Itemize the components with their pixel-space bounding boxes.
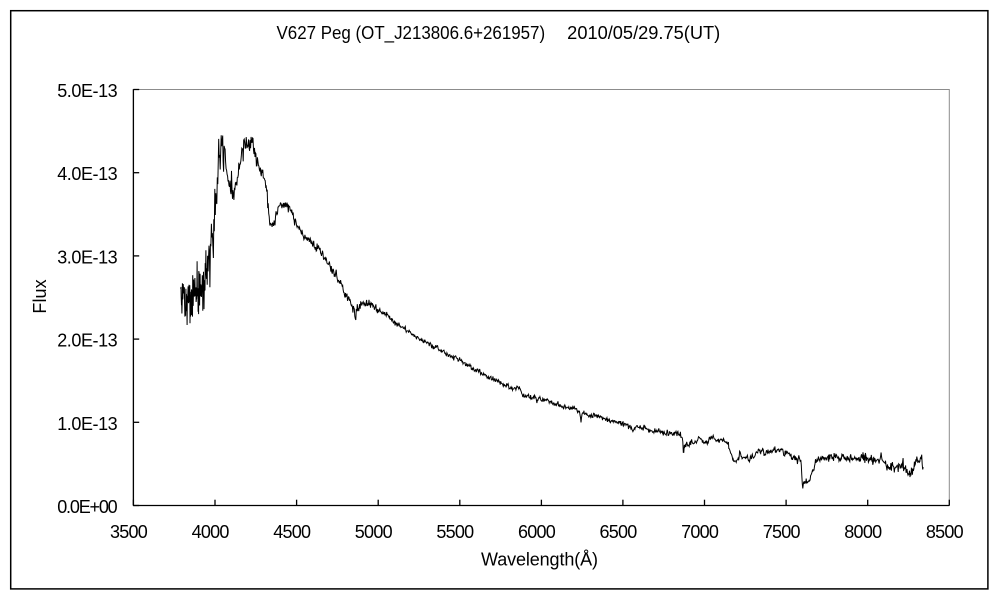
svg-text:3.0E-13: 3.0E-13 xyxy=(57,247,118,267)
svg-text:7500: 7500 xyxy=(763,522,801,542)
svg-text:4500: 4500 xyxy=(273,522,311,542)
svg-text:1.0E-13: 1.0E-13 xyxy=(57,414,118,434)
svg-text:8500: 8500 xyxy=(926,522,964,542)
svg-text:V627 Peg (OT_J213806.6+261957): V627 Peg (OT_J213806.6+261957) xyxy=(277,23,546,44)
svg-text:5500: 5500 xyxy=(436,522,474,542)
svg-text:2010/05/29.75(UT): 2010/05/29.75(UT) xyxy=(567,23,720,43)
svg-text:3500: 3500 xyxy=(110,522,148,542)
svg-text:5.0E-13: 5.0E-13 xyxy=(57,81,118,101)
svg-text:6500: 6500 xyxy=(600,522,638,542)
svg-text:8000: 8000 xyxy=(844,522,882,542)
svg-text:7000: 7000 xyxy=(681,522,719,542)
svg-text:Flux: Flux xyxy=(30,279,50,313)
svg-text:Wavelength(Å): Wavelength(Å) xyxy=(481,550,598,570)
svg-text:6000: 6000 xyxy=(518,522,556,542)
svg-text:4.0E-13: 4.0E-13 xyxy=(57,164,118,184)
svg-text:0.0E+00: 0.0E+00 xyxy=(57,497,118,517)
svg-text:2.0E-13: 2.0E-13 xyxy=(57,331,118,351)
svg-text:5000: 5000 xyxy=(355,522,393,542)
svg-text:4000: 4000 xyxy=(192,522,230,542)
